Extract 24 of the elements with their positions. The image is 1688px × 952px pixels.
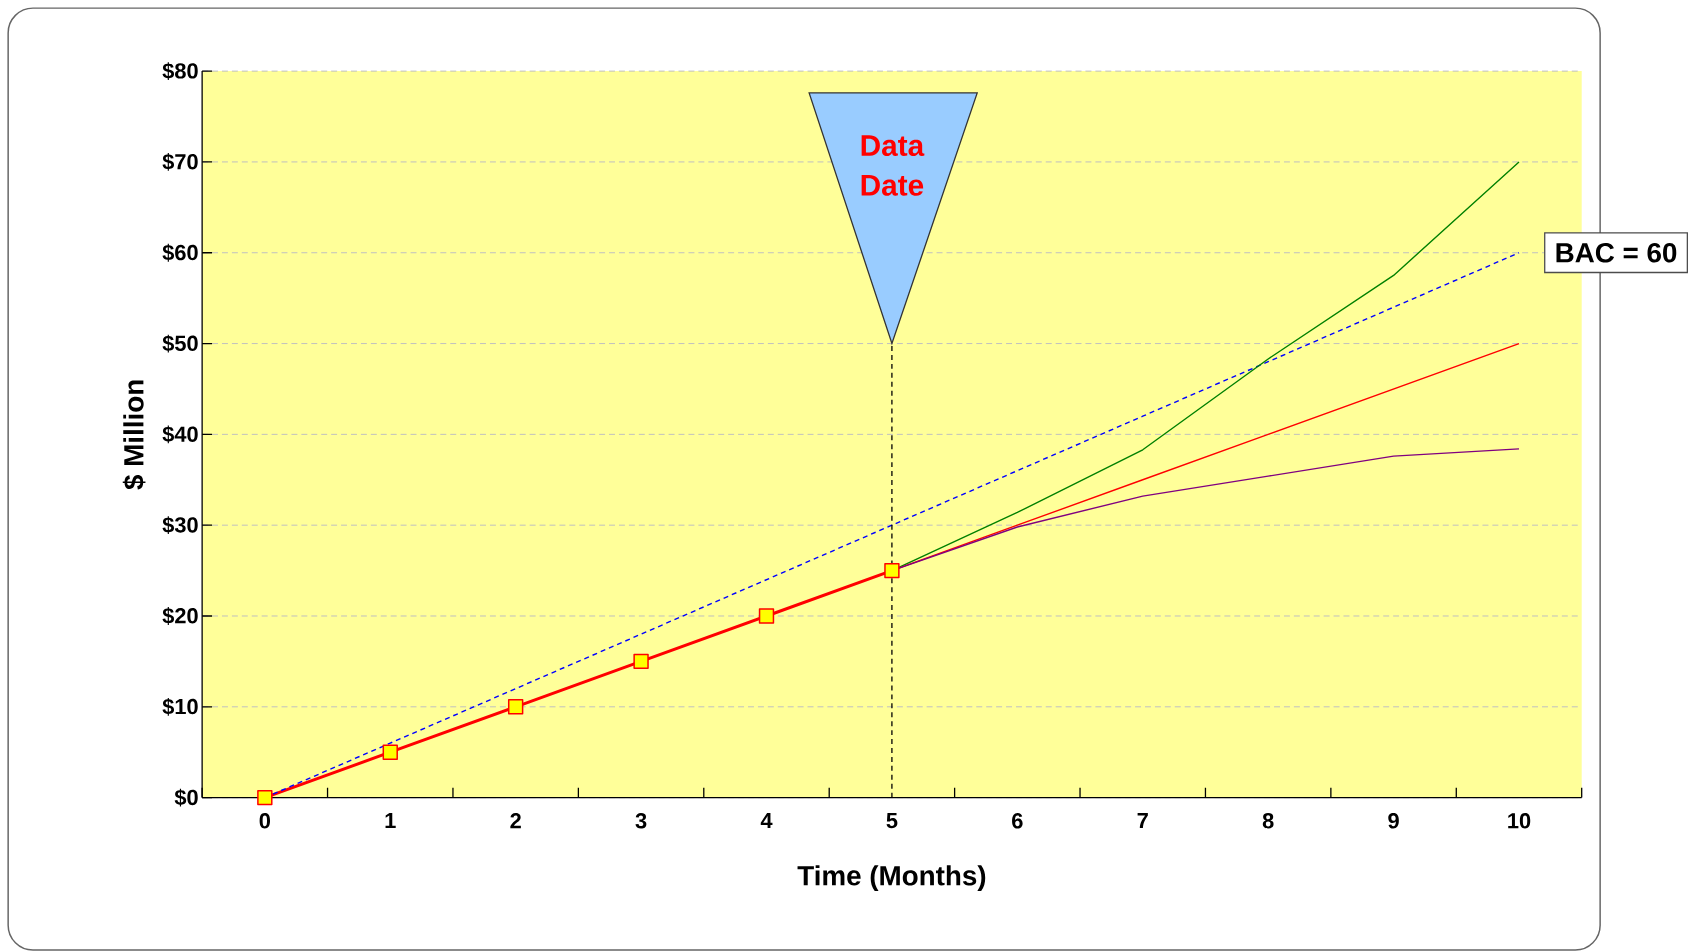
y-tick-label: $40 — [162, 425, 198, 444]
x-axis-title: Time (Months) — [797, 865, 986, 891]
x-tick-label: 5 — [886, 812, 898, 829]
x-tick-label: 6 — [1012, 812, 1023, 829]
x-tick-label: 2 — [510, 812, 521, 829]
x-tick-label: 3 — [635, 812, 647, 829]
x-tick-label: 10 — [1508, 812, 1531, 829]
x-tick-label: 8 — [1262, 812, 1274, 829]
y-tick-label: $80 — [162, 62, 198, 80]
x-tick-label: 0 — [259, 812, 271, 829]
annotation: Data Date — [861, 135, 925, 196]
y-tick-label: $10 — [162, 697, 198, 716]
x-tick-label: 1 — [385, 812, 396, 828]
y-tick-label: $50 — [162, 334, 198, 353]
x-tick-label: 4 — [760, 812, 773, 828]
y-tick-label: $0 — [174, 788, 198, 807]
x-tick-label: 9 — [1388, 812, 1399, 829]
y-axis-title: $ Million — [122, 380, 146, 490]
y-tick-label: $30 — [162, 516, 198, 534]
annotation: BAC = 60 — [1556, 242, 1677, 263]
y-tick-label: $60 — [162, 243, 198, 262]
x-tick-label: 7 — [1137, 812, 1148, 828]
y-tick-label: $20 — [162, 606, 198, 625]
y-tick-label: $70 — [162, 152, 198, 171]
